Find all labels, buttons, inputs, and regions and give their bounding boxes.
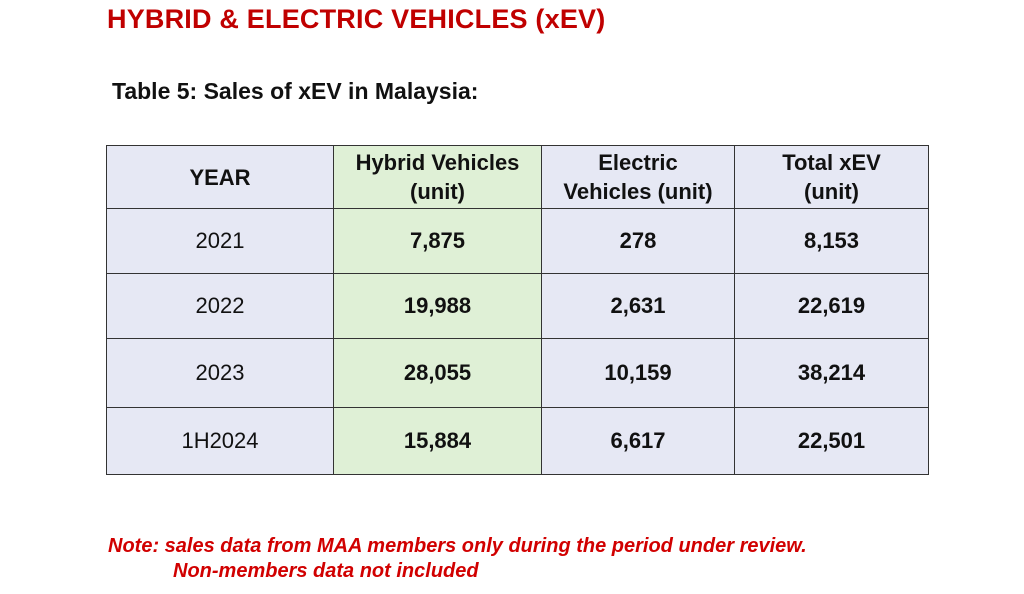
table-caption: Table 5: Sales of xEV in Malaysia:	[112, 78, 479, 104]
table-row: 1H2024 15,884 6,617 22,501	[106, 407, 929, 475]
cell-total: 8,153	[734, 208, 929, 274]
footnote-line2: Non-members data not included	[173, 560, 479, 582]
header-total-line2: (unit)	[804, 179, 859, 204]
cell-electric: 2,631	[541, 273, 735, 339]
page-heading: HYBRID & ELECTRIC VEHICLES (xEV)	[107, 4, 606, 34]
cell-hybrid: 7,875	[333, 208, 542, 274]
cell-total: 38,214	[734, 338, 929, 408]
table-row: 2023 28,055 10,159 38,214	[106, 338, 929, 408]
cell-total: 22,619	[734, 273, 929, 339]
cell-year: 1H2024	[106, 407, 334, 475]
table-header-row: YEAR Hybrid Vehicles (unit) Electric Veh…	[106, 145, 929, 209]
cell-year: 2023	[106, 338, 334, 408]
header-total-xev: Total xEV (unit)	[734, 145, 929, 209]
cell-year: 2021	[106, 208, 334, 274]
header-total-line1: Total xEV	[782, 150, 881, 175]
cell-electric: 6,617	[541, 407, 735, 475]
table-row: 2021 7,875 278 8,153	[106, 208, 929, 274]
header-hybrid-line2: (unit)	[410, 179, 465, 204]
footnote-line1: Note: sales data from MAA members only d…	[108, 535, 807, 557]
header-hybrid-line1: Hybrid Vehicles	[355, 150, 520, 175]
cell-year: 2022	[106, 273, 334, 339]
header-hybrid-vehicles: Hybrid Vehicles (unit)	[333, 145, 542, 209]
cell-electric: 10,159	[541, 338, 735, 408]
header-electric-line2: Vehicles (unit)	[563, 179, 713, 204]
cell-hybrid: 28,055	[333, 338, 542, 408]
table-row: 2022 19,988 2,631 22,619	[106, 273, 929, 339]
header-year: YEAR	[106, 145, 334, 209]
cell-total: 22,501	[734, 407, 929, 475]
cell-hybrid: 15,884	[333, 407, 542, 475]
footnote: Note: sales data from MAA members only d…	[108, 534, 807, 584]
header-electric-vehicles: Electric Vehicles (unit)	[541, 145, 735, 209]
xev-sales-table: YEAR Hybrid Vehicles (unit) Electric Veh…	[106, 145, 929, 475]
header-electric-line1: Electric	[598, 150, 678, 175]
cell-electric: 278	[541, 208, 735, 274]
cell-hybrid: 19,988	[333, 273, 542, 339]
